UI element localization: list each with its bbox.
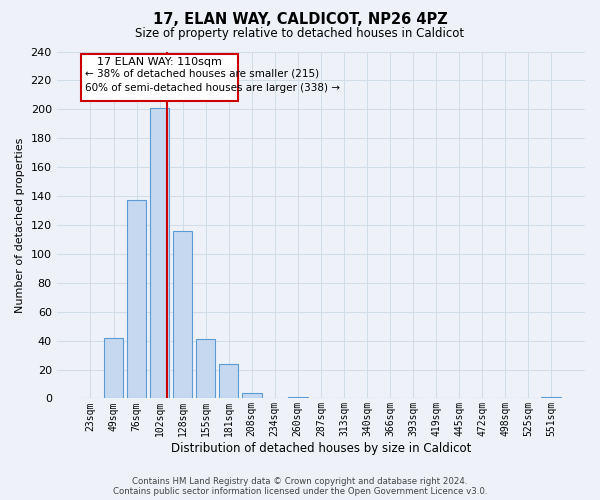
Bar — [104, 338, 123, 398]
Text: 17, ELAN WAY, CALDICOT, NP26 4PZ: 17, ELAN WAY, CALDICOT, NP26 4PZ — [152, 12, 448, 28]
Text: Contains HM Land Registry data © Crown copyright and database right 2024.: Contains HM Land Registry data © Crown c… — [132, 477, 468, 486]
Bar — [219, 364, 238, 398]
Bar — [288, 397, 308, 398]
Text: ← 38% of detached houses are smaller (215): ← 38% of detached houses are smaller (21… — [85, 69, 319, 79]
Text: 60% of semi-detached houses are larger (338) →: 60% of semi-detached houses are larger (… — [85, 84, 340, 94]
Bar — [127, 200, 146, 398]
Text: 17 ELAN WAY: 110sqm: 17 ELAN WAY: 110sqm — [97, 58, 222, 68]
Text: Contains public sector information licensed under the Open Government Licence v3: Contains public sector information licen… — [113, 487, 487, 496]
Text: Size of property relative to detached houses in Caldicot: Size of property relative to detached ho… — [136, 28, 464, 40]
Bar — [173, 230, 193, 398]
FancyBboxPatch shape — [81, 54, 238, 100]
Bar — [541, 397, 561, 398]
Bar — [150, 108, 169, 399]
Bar — [242, 392, 262, 398]
X-axis label: Distribution of detached houses by size in Caldicot: Distribution of detached houses by size … — [170, 442, 471, 455]
Y-axis label: Number of detached properties: Number of detached properties — [15, 138, 25, 312]
Bar — [196, 339, 215, 398]
